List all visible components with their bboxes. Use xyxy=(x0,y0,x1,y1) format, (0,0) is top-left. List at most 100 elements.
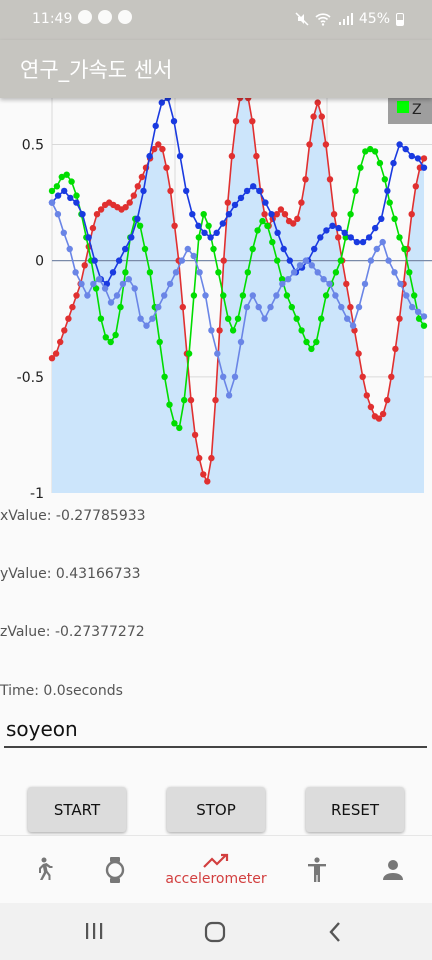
start-button[interactable]: START xyxy=(28,787,126,832)
data-point xyxy=(136,222,144,229)
data-point xyxy=(176,424,183,432)
data-point xyxy=(229,327,237,334)
home-icon[interactable] xyxy=(204,921,226,943)
data-point xyxy=(125,276,132,283)
data-point xyxy=(167,187,174,195)
data-point xyxy=(402,145,409,153)
data-point xyxy=(189,211,196,218)
data-point xyxy=(137,315,144,322)
reset-button[interactable]: RESET xyxy=(306,787,404,832)
data-point xyxy=(107,299,115,306)
x-value-label: xValue: -0.27785933 xyxy=(0,508,146,524)
back-icon[interactable] xyxy=(328,921,342,943)
data-point xyxy=(143,322,150,329)
nav-item-walk[interactable] xyxy=(0,836,86,904)
data-point xyxy=(128,234,135,241)
data-point xyxy=(414,155,422,162)
legend-box xyxy=(388,98,432,124)
data-point xyxy=(367,257,375,264)
data-point xyxy=(57,338,64,346)
accelerometer-chart[interactable]: 0.5 0 -0.5 -1 Z xyxy=(0,98,432,500)
data-point xyxy=(274,229,281,236)
y-tick-label: -0.5 xyxy=(17,370,44,386)
data-point xyxy=(261,315,268,322)
data-point xyxy=(347,211,354,218)
data-point xyxy=(73,292,80,299)
data-point xyxy=(308,345,315,353)
nav-item-profile[interactable] xyxy=(350,836,432,904)
data-point xyxy=(146,152,153,160)
data-point xyxy=(205,222,212,229)
data-point xyxy=(363,392,370,399)
status-time: 11:49 xyxy=(32,11,73,27)
nav-item-watch[interactable] xyxy=(72,836,158,904)
data-point xyxy=(335,224,342,232)
data-point xyxy=(166,401,173,408)
data-point xyxy=(237,338,245,346)
data-point xyxy=(89,224,97,232)
data-point xyxy=(155,303,162,311)
data-point xyxy=(322,292,330,299)
data-point xyxy=(158,99,165,106)
mute-icon xyxy=(295,12,309,26)
data-point xyxy=(281,211,289,218)
data-point xyxy=(176,152,184,160)
data-point xyxy=(164,98,172,102)
data-point xyxy=(216,327,223,334)
watch-icon xyxy=(105,857,125,883)
data-point xyxy=(256,187,263,195)
data-point xyxy=(359,373,366,380)
data-point xyxy=(314,99,321,106)
data-point xyxy=(134,183,141,190)
data-point xyxy=(67,194,74,202)
data-point xyxy=(349,322,357,329)
data-point xyxy=(117,303,124,311)
data-point xyxy=(161,292,168,299)
recent-apps-icon[interactable] xyxy=(84,922,104,940)
data-point xyxy=(357,164,364,171)
data-point xyxy=(65,315,72,322)
data-point xyxy=(196,269,203,276)
accessibility-icon xyxy=(308,857,326,882)
data-point xyxy=(220,373,227,380)
data-point xyxy=(119,280,127,288)
data-point xyxy=(277,206,285,213)
data-point xyxy=(264,222,271,229)
data-point xyxy=(409,303,416,311)
data-point xyxy=(293,315,300,322)
data-point xyxy=(156,338,163,346)
data-point xyxy=(323,227,330,234)
data-point xyxy=(245,98,252,102)
data-point xyxy=(253,152,260,160)
trending-icon xyxy=(203,853,229,868)
data-point xyxy=(155,141,162,148)
data-point xyxy=(58,173,65,181)
data-point xyxy=(138,173,146,181)
data-point xyxy=(48,355,56,362)
data-point xyxy=(329,222,336,229)
name-input[interactable] xyxy=(4,712,427,748)
data-point xyxy=(285,276,292,283)
data-point xyxy=(113,292,121,299)
data-point xyxy=(220,257,227,264)
data-point xyxy=(234,315,242,322)
data-point xyxy=(381,176,388,183)
data-point xyxy=(122,245,129,253)
chat-icon xyxy=(78,10,92,24)
notification-icons xyxy=(78,10,132,24)
stop-button[interactable]: STOP xyxy=(167,787,265,832)
data-point xyxy=(208,454,215,462)
data-point xyxy=(359,238,367,246)
nav-item-accessibility[interactable] xyxy=(274,836,360,904)
data-point xyxy=(397,280,404,288)
series-line-3 xyxy=(51,202,425,399)
data-point xyxy=(115,257,123,264)
data-point xyxy=(225,315,232,322)
nav-item-accelerometer[interactable]: accelerometer xyxy=(165,836,267,904)
data-point xyxy=(273,292,280,299)
data-point xyxy=(107,338,114,346)
data-point xyxy=(355,350,362,357)
data-point xyxy=(72,269,79,276)
data-point xyxy=(207,234,214,241)
data-point xyxy=(273,211,280,218)
